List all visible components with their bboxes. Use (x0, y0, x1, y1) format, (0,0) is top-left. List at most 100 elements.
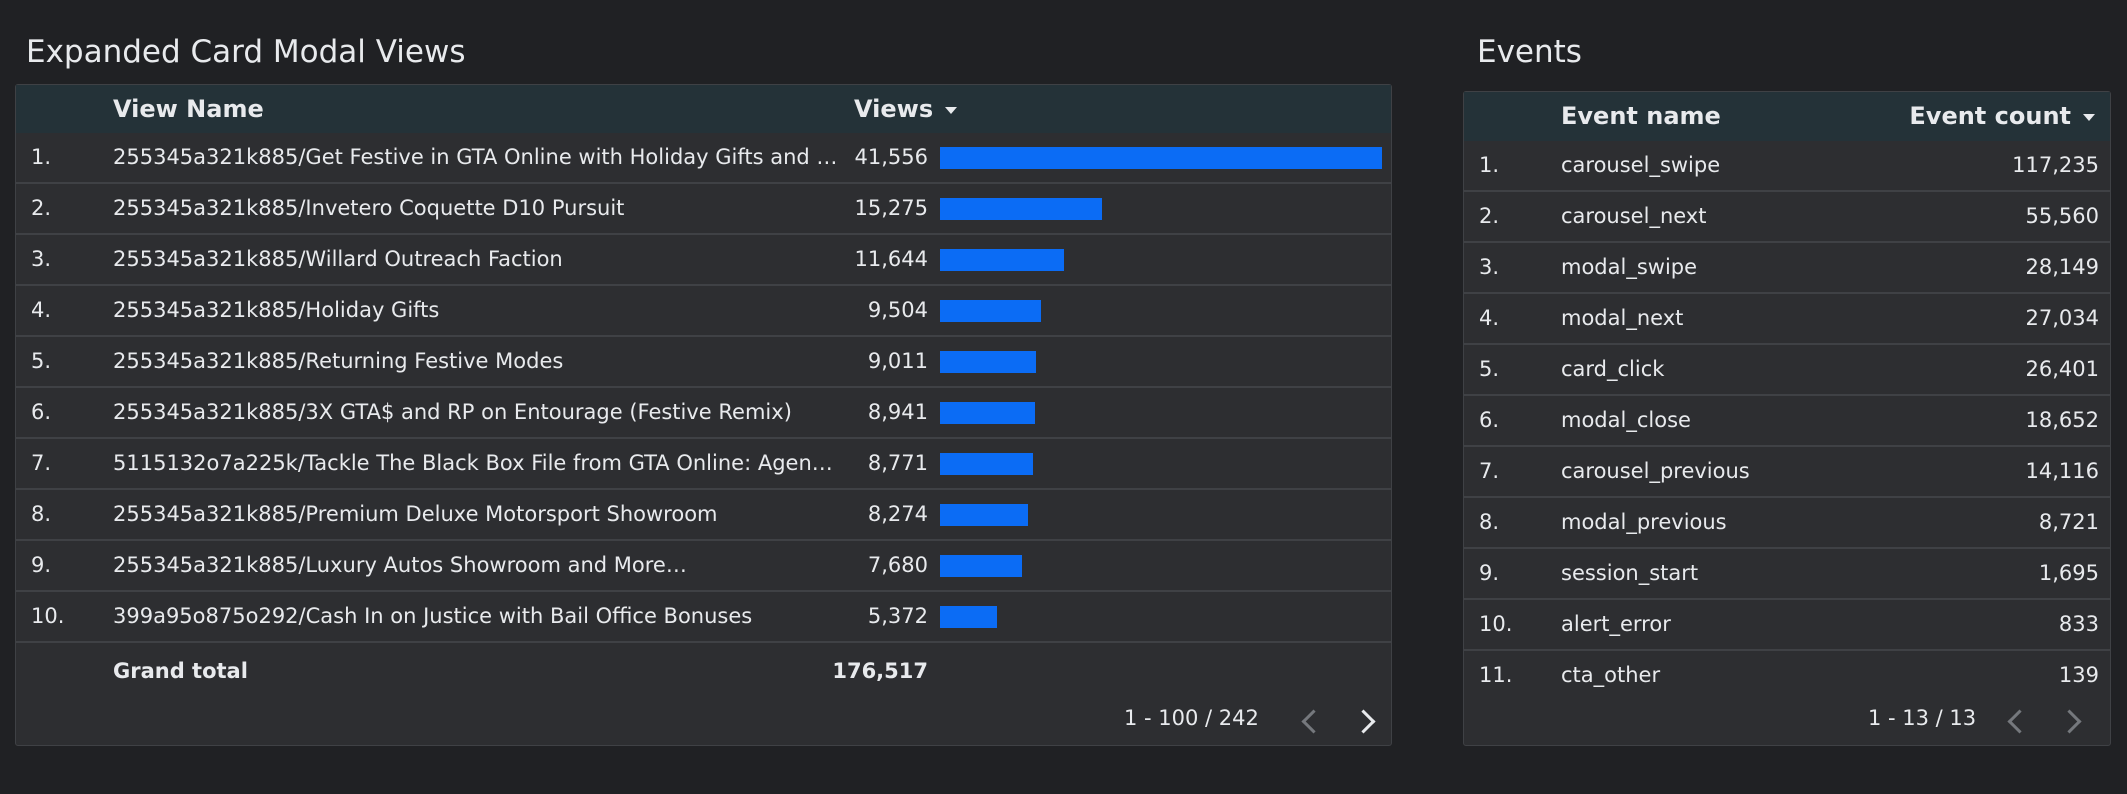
view-name-cell: 5115132o7a225k/Tackle The Black Box File… (113, 451, 838, 475)
views-bar (940, 504, 1028, 526)
table-row[interactable]: 10. 399a95o875o292/Cash In on Justice wit… (16, 592, 1391, 643)
view-name-cell: 255345a321k885/Get Festive in GTA Online… (113, 145, 838, 169)
table-row[interactable]: 11. cta_other 139 (1464, 651, 2110, 702)
row-number: 7. (31, 451, 52, 475)
events-table-header: Event name Event count (1464, 92, 2110, 141)
table-row[interactable]: 2. carousel_next 55,560 (1464, 192, 2110, 243)
grand-total-row: Grand total 176,517 (16, 646, 1391, 696)
table-row[interactable]: 9. session_start 1,695 (1464, 549, 2110, 600)
views-value-cell: 9,504 (867, 298, 928, 322)
event-count-cell: 8,721 (2038, 510, 2099, 534)
view-name-cell: 255345a321k885/Returning Festive Modes (113, 349, 564, 373)
row-number: 10. (31, 604, 65, 628)
event-name-cell: alert_error (1561, 612, 1671, 636)
event-count-cell: 833 (2058, 612, 2099, 636)
row-number: 10. (1479, 612, 1513, 636)
row-number: 4. (1479, 306, 1500, 330)
next-page-icon[interactable] (2057, 709, 2082, 734)
column-header-views[interactable]: Views (854, 85, 958, 133)
table-row[interactable]: 9. 255345a321k885/Luxury Autos Showroom a… (16, 541, 1391, 592)
column-header-view-name[interactable]: View Name (113, 95, 264, 123)
views-bar (940, 198, 1102, 220)
column-header-event-name[interactable]: Event name (1561, 102, 1721, 130)
sort-desc-icon (2083, 113, 2095, 121)
event-count-cell: 26,401 (2025, 357, 2099, 381)
event-name-cell: carousel_next (1561, 204, 1707, 228)
views-value-cell: 9,011 (867, 349, 928, 373)
event-name-cell: modal_close (1561, 408, 1691, 432)
next-page-icon[interactable] (1351, 709, 1376, 734)
view-name-cell: 399a95o875o292/Cash In on Justice with B… (113, 604, 753, 628)
views-panel-title: Expanded Card Modal Views (26, 34, 466, 70)
events-panel-title: Events (1477, 34, 1582, 70)
table-row[interactable]: 1. carousel_swipe 117,235 (1464, 141, 2110, 192)
row-number: 7. (1479, 459, 1500, 483)
table-row[interactable]: 1. 255345a321k885/Get Festive in GTA Onli… (16, 133, 1391, 184)
row-number: 6. (1479, 408, 1500, 432)
table-row[interactable]: 6. modal_close 18,652 (1464, 396, 2110, 447)
views-bar (940, 555, 1022, 577)
table-row[interactable]: 7. 5115132o7a225k/Tackle The Black Box Fi… (16, 439, 1391, 490)
row-number: 11. (1479, 663, 1513, 687)
view-name-cell: 255345a321k885/Holiday Gifts (113, 298, 440, 322)
views-value-cell: 7,680 (867, 553, 928, 577)
event-name-cell: carousel_swipe (1561, 153, 1721, 177)
sort-desc-icon (945, 106, 958, 114)
event-count-cell: 117,235 (2012, 153, 2099, 177)
table-row[interactable]: 4. modal_next 27,034 (1464, 294, 2110, 345)
event-count-cell: 55,560 (2025, 204, 2099, 228)
row-number: 8. (31, 502, 52, 526)
views-value-cell: 11,644 (854, 247, 928, 271)
table-row[interactable]: 6. 255345a321k885/3X GTA$ and RP on Entou… (16, 388, 1391, 439)
row-number: 9. (1479, 561, 1500, 585)
column-header-event-count[interactable]: Event count (1909, 92, 2095, 140)
views-value-cell: 5,372 (867, 604, 928, 628)
event-count-cell: 27,034 (2025, 306, 2099, 330)
table-row[interactable]: 7. carousel_previous 14,116 (1464, 447, 2110, 498)
row-number: 3. (31, 247, 52, 271)
views-bar (940, 249, 1064, 271)
row-number: 5. (31, 349, 52, 373)
views-value-cell: 8,771 (867, 451, 928, 475)
event-count-cell: 28,149 (2025, 255, 2099, 279)
view-name-cell: 255345a321k885/Luxury Autos Showroom and… (113, 553, 687, 577)
event-count-cell: 1,695 (2038, 561, 2099, 585)
views-table-header: View Name Views (16, 85, 1391, 133)
table-row[interactable]: 10. alert_error 833 (1464, 600, 2110, 651)
views-value-cell: 8,274 (867, 502, 928, 526)
views-value-cell: 8,941 (867, 400, 928, 424)
event-name-cell: modal_swipe (1561, 255, 1698, 279)
views-bar (940, 606, 997, 628)
view-name-cell: 255345a321k885/Willard Outreach Faction (113, 247, 563, 271)
views-bar (940, 402, 1035, 424)
views-bar (940, 351, 1036, 373)
row-number: 6. (31, 400, 52, 424)
event-count-cell: 18,652 (2025, 408, 2099, 432)
grand-total-value: 176,517 (832, 659, 928, 683)
views-bar (940, 147, 1382, 169)
row-number: 3. (1479, 255, 1500, 279)
view-name-cell: 255345a321k885/3X GTA$ and RP on Entoura… (113, 400, 792, 424)
table-row[interactable]: 8. modal_previous 8,721 (1464, 498, 2110, 549)
row-number: 1. (1479, 153, 1500, 177)
table-row[interactable]: 4. 255345a321k885/Holiday Gifts 9,504 (16, 286, 1391, 337)
table-row[interactable]: 3. modal_swipe 28,149 (1464, 243, 2110, 294)
event-name-cell: session_start (1561, 561, 1699, 585)
table-row[interactable]: 8. 255345a321k885/Premium Deluxe Motorspo… (16, 490, 1391, 541)
previous-page-icon[interactable] (1301, 709, 1326, 734)
table-row[interactable]: 2. 255345a321k885/Invetero Coquette D10 P… (16, 184, 1391, 235)
table-row[interactable]: 5. card_click 26,401 (1464, 345, 2110, 396)
event-count-cell: 14,116 (2025, 459, 2099, 483)
row-number: 8. (1479, 510, 1500, 534)
column-header-views-label: Views (854, 95, 934, 123)
views-bar (940, 300, 1041, 322)
event-name-cell: carousel_previous (1561, 459, 1750, 483)
row-number: 2. (1479, 204, 1500, 228)
views-value-cell: 41,556 (854, 145, 928, 169)
previous-page-icon[interactable] (2007, 709, 2032, 734)
table-row[interactable]: 3. 255345a321k885/Willard Outreach Factio… (16, 235, 1391, 286)
events-pagination-label: 1 - 13 / 13 (1868, 706, 1977, 730)
events-table: Event name Event count 1. carousel_swipe 1… (1463, 91, 2111, 746)
grand-total-label: Grand total (113, 659, 248, 683)
table-row[interactable]: 5. 255345a321k885/Returning Festive Modes… (16, 337, 1391, 388)
